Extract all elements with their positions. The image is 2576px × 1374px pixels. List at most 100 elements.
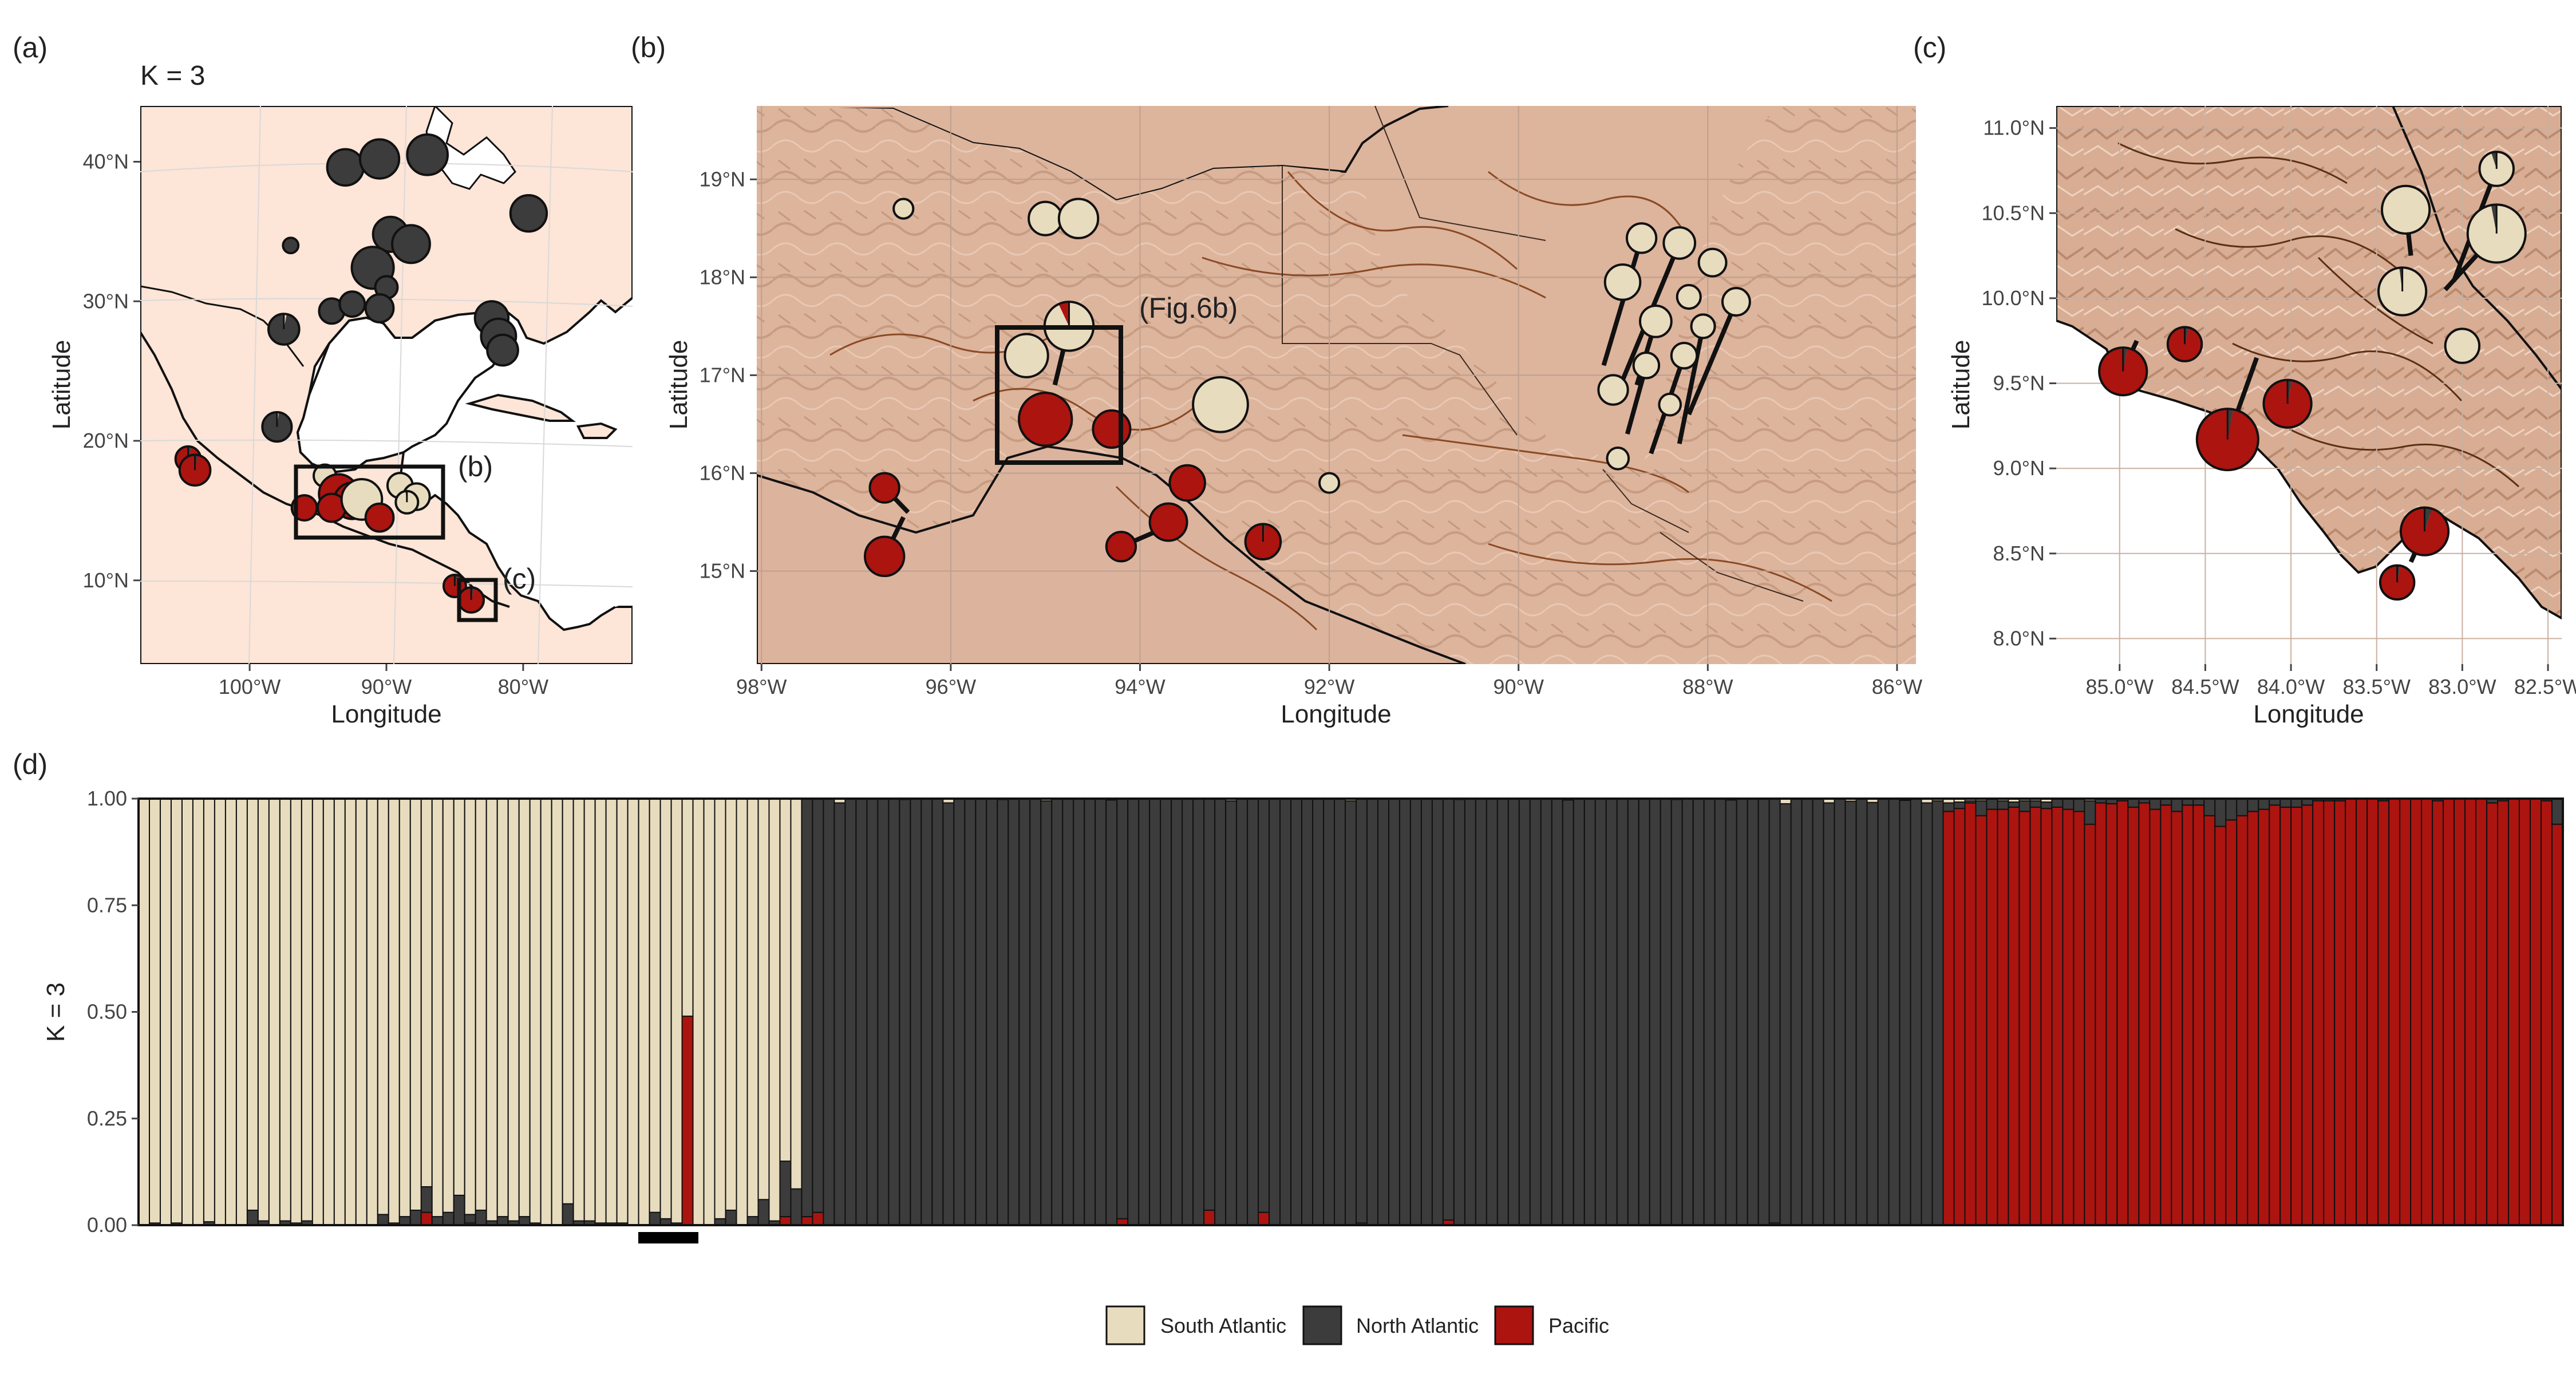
bar-segment-south-atlantic	[170, 798, 183, 1224]
panel-b-ylabel: Latitude	[665, 340, 693, 430]
bar-segment-north-atlantic	[1942, 802, 1955, 812]
bar-segment-north-atlantic	[2149, 798, 2162, 810]
bar-segment-north-atlantic	[1312, 798, 1325, 1226]
pie-outline	[2098, 346, 2148, 397]
panel-a-label: (a)	[13, 31, 48, 64]
bar-segment-south-atlantic	[529, 798, 542, 1224]
bar-segment-south-atlantic	[203, 798, 215, 1223]
bar-segment-north-atlantic	[475, 1209, 487, 1226]
pie-outline	[2381, 184, 2431, 235]
bar-segment-north-atlantic	[2258, 798, 2270, 810]
pie-chart-a-12	[364, 293, 395, 323]
bar-segment-pacific	[2388, 798, 2401, 1226]
bar-segment-pacific	[2192, 804, 2205, 1226]
bar-segment-pacific	[2410, 798, 2423, 1226]
pie-slice-south-atlantic	[1698, 248, 1726, 277]
bar-segment-pacific	[2084, 823, 2096, 1226]
bar-segment-north-atlantic	[1768, 798, 1781, 1224]
x-tick-label: 84.5°W	[2171, 675, 2239, 698]
bar-segment-north-atlantic	[1757, 798, 1770, 1226]
bar-segment-north-atlantic	[746, 1216, 759, 1226]
pie-slice-south-atlantic	[1722, 288, 1750, 316]
bar-segment-north-atlantic	[1040, 800, 1053, 1226]
pie-outline	[892, 198, 915, 220]
pie-outline	[1192, 376, 1249, 433]
bar-segment-south-atlantic	[214, 798, 226, 1226]
pie-chart-b-5	[1017, 392, 1073, 447]
x-tick-label: 84.0°W	[2257, 675, 2325, 698]
pie-slice-north-atlantic	[2184, 327, 2189, 345]
x-tick-label: 90°W	[361, 675, 412, 698]
bar-segment-south-atlantic	[736, 798, 748, 1226]
bar-segment-south-atlantic	[377, 798, 389, 1215]
pie-slice-north-atlantic	[392, 225, 430, 263]
bar-segment-north-atlantic	[1279, 798, 1292, 1226]
pie-chart-b-10	[1148, 502, 1188, 542]
bar-segment-pacific	[2443, 798, 2455, 1226]
panel-b-map	[757, 106, 1916, 664]
bar-segment-south-atlantic	[649, 798, 661, 1213]
x-tick-label: 83.5°W	[2343, 675, 2411, 698]
pie-slice-north-atlantic	[2123, 348, 2128, 372]
bar-segment-north-atlantic	[790, 1188, 803, 1226]
bar-segment-north-atlantic	[2062, 798, 2075, 810]
bar-segment-north-atlantic	[953, 798, 966, 1226]
pie-outline	[1597, 374, 1629, 406]
pie-outline	[1662, 226, 1697, 260]
bar-segment-pacific	[2279, 806, 2292, 1226]
bar-segment-north-atlantic	[1420, 798, 1433, 1226]
pie-chart-b-27	[1606, 446, 1630, 471]
pie-chart-a-18	[178, 453, 212, 487]
y-tick-label: 0.50	[87, 1000, 127, 1024]
bar-segment-south-atlantic	[246, 798, 259, 1211]
pie-chart-a-2	[406, 133, 449, 176]
bar-segment-north-atlantic	[1018, 798, 1031, 1226]
bar-segment-north-atlantic	[877, 798, 890, 1226]
pie-outline	[178, 453, 212, 487]
y-tick-label: 19°N	[700, 167, 745, 191]
bar-segment-north-atlantic	[1562, 799, 1574, 1226]
pie-slice-north-atlantic	[2424, 507, 2432, 532]
cuba	[465, 393, 576, 422]
legend-swatch-north-atlantic	[1302, 1305, 1342, 1345]
pie-slice-north-atlantic	[487, 334, 518, 366]
bar-segment-north-atlantic	[1540, 798, 1552, 1226]
bar-segment-pacific	[2040, 808, 2053, 1226]
bar-segment-north-atlantic	[1888, 798, 1901, 1226]
bar-segment-pacific	[2301, 804, 2314, 1226]
bar-segment-north-atlantic	[1398, 798, 1411, 1226]
bar-segment-pacific	[2366, 798, 2379, 1226]
bar-segment-pacific	[2290, 806, 2303, 1226]
pie-outline	[1658, 392, 1682, 417]
axes-b: 98°W 96°W 94°W 92°W 90°W 88°W 86°W 19°N 18°N 17°N…	[700, 167, 1923, 698]
pie-outline	[2262, 378, 2313, 429]
y-tick-label: 9.0°N	[1993, 456, 2045, 480]
bar-segment-south-atlantic	[638, 798, 650, 1226]
pie-outline	[364, 293, 395, 323]
axes-d: 0.00 0.25 0.50 0.75 1.00	[87, 787, 139, 1237]
leader-line	[1601, 237, 1644, 366]
leader-line	[1686, 301, 1739, 416]
y-tick-label: 0.75	[87, 893, 127, 917]
pie-slice-south-atlantic	[1319, 473, 1340, 493]
bar-segment-pacific	[2247, 811, 2259, 1226]
bar-segment-south-atlantic	[703, 798, 716, 1226]
bar-segment-south-atlantic	[790, 798, 803, 1190]
bar-segment-south-atlantic	[366, 798, 378, 1226]
bar-segment-north-atlantic	[420, 1186, 433, 1213]
y-tick-label: 8.0°N	[1993, 626, 2045, 650]
y-tick-label: 17°N	[700, 363, 745, 386]
bar-segment-north-atlantic	[1269, 798, 1281, 1226]
bar-segment-south-atlantic	[453, 798, 465, 1196]
bar-segment-pacific	[2312, 800, 2325, 1226]
bar-segment-south-atlantic	[344, 798, 357, 1226]
bar-segment-pacific	[420, 1211, 433, 1226]
pie-outline	[1625, 222, 1658, 254]
bar-segment-south-atlantic	[224, 798, 237, 1226]
bar-segment-north-atlantic	[866, 798, 879, 1226]
bar-segment-north-atlantic	[1877, 798, 1890, 1226]
bar-segment-south-atlantic	[572, 798, 585, 1222]
bar-segment-north-atlantic	[1823, 802, 1835, 1226]
pie-outline	[394, 489, 420, 515]
bar-segment-pacific	[2258, 808, 2270, 1226]
